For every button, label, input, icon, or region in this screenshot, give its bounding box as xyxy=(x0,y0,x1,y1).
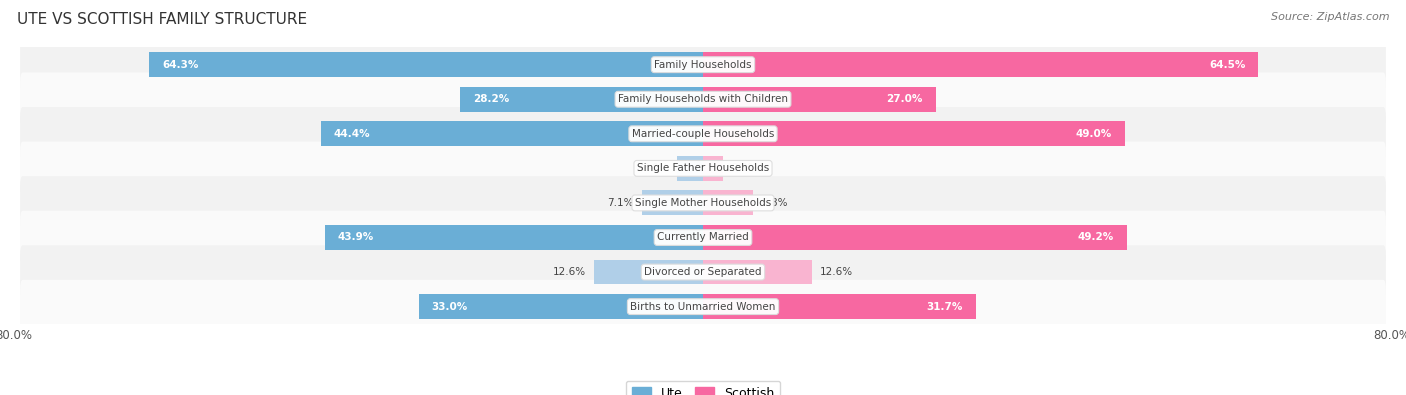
Bar xyxy=(703,260,811,284)
Text: 44.4%: 44.4% xyxy=(333,129,370,139)
Bar xyxy=(703,294,976,319)
Text: Family Households with Children: Family Households with Children xyxy=(619,94,787,104)
Text: 12.6%: 12.6% xyxy=(553,267,586,277)
Bar xyxy=(325,225,703,250)
Text: 5.8%: 5.8% xyxy=(762,198,787,208)
Text: 12.6%: 12.6% xyxy=(820,267,853,277)
Bar xyxy=(419,294,703,319)
Text: 2.3%: 2.3% xyxy=(731,164,758,173)
Text: UTE VS SCOTTISH FAMILY STRUCTURE: UTE VS SCOTTISH FAMILY STRUCTURE xyxy=(17,12,307,27)
Bar xyxy=(703,121,1125,146)
Legend: Ute, Scottish: Ute, Scottish xyxy=(626,381,780,395)
Text: 49.2%: 49.2% xyxy=(1077,233,1114,243)
Text: Single Father Households: Single Father Households xyxy=(637,164,769,173)
FancyBboxPatch shape xyxy=(20,72,1386,126)
Text: 3.0%: 3.0% xyxy=(643,164,669,173)
Text: 7.1%: 7.1% xyxy=(607,198,633,208)
FancyBboxPatch shape xyxy=(20,107,1386,161)
Text: Married-couple Households: Married-couple Households xyxy=(631,129,775,139)
Text: 64.3%: 64.3% xyxy=(162,60,198,70)
FancyBboxPatch shape xyxy=(20,141,1386,195)
Bar xyxy=(149,52,703,77)
Text: 64.5%: 64.5% xyxy=(1209,60,1246,70)
Text: 27.0%: 27.0% xyxy=(886,94,922,104)
Text: 31.7%: 31.7% xyxy=(927,302,963,312)
Bar xyxy=(643,190,703,215)
Text: 28.2%: 28.2% xyxy=(472,94,509,104)
Bar xyxy=(703,190,754,215)
FancyBboxPatch shape xyxy=(20,38,1386,92)
Text: Divorced or Separated: Divorced or Separated xyxy=(644,267,762,277)
Text: Source: ZipAtlas.com: Source: ZipAtlas.com xyxy=(1271,12,1389,22)
FancyBboxPatch shape xyxy=(20,280,1386,333)
Bar xyxy=(595,260,703,284)
Bar xyxy=(703,156,723,181)
FancyBboxPatch shape xyxy=(20,176,1386,230)
Text: Single Mother Households: Single Mother Households xyxy=(636,198,770,208)
Text: Family Households: Family Households xyxy=(654,60,752,70)
FancyBboxPatch shape xyxy=(20,245,1386,299)
FancyBboxPatch shape xyxy=(20,211,1386,264)
Text: 43.9%: 43.9% xyxy=(337,233,374,243)
Text: Currently Married: Currently Married xyxy=(657,233,749,243)
Bar xyxy=(703,52,1258,77)
Text: 49.0%: 49.0% xyxy=(1076,129,1112,139)
Bar xyxy=(321,121,703,146)
Text: Births to Unmarried Women: Births to Unmarried Women xyxy=(630,302,776,312)
Bar xyxy=(703,87,935,112)
Bar xyxy=(460,87,703,112)
Bar xyxy=(678,156,703,181)
Text: 33.0%: 33.0% xyxy=(432,302,468,312)
Bar xyxy=(703,225,1126,250)
